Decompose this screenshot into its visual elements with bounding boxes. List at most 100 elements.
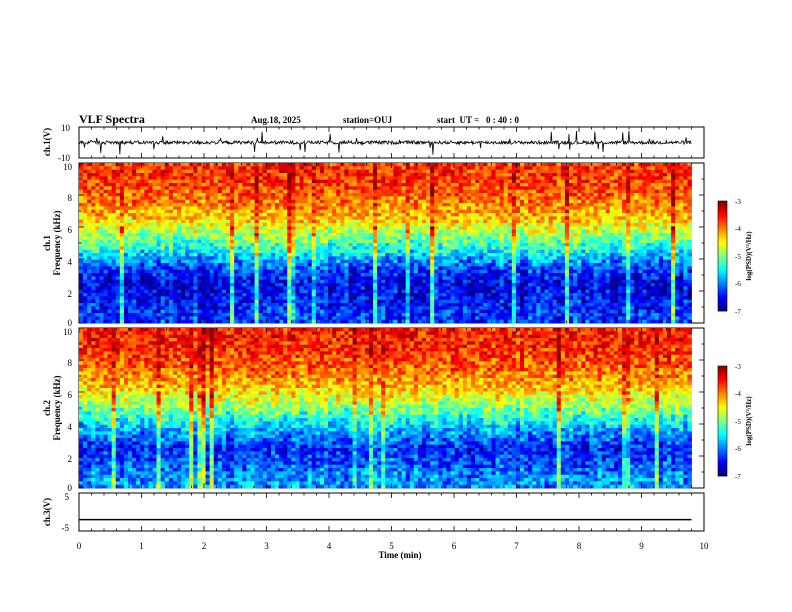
ch1-spectrogram-cell bbox=[250, 313, 255, 317]
ch1-spectrogram-cell bbox=[348, 243, 353, 247]
ch1-spectrogram-cell bbox=[221, 206, 227, 211]
ch1-spectrogram-cell bbox=[495, 276, 500, 281]
ch1-spectrogram-cell bbox=[475, 173, 480, 177]
ch1-spectrogram-cell bbox=[189, 269, 194, 274]
ch1-spectrogram-cell bbox=[364, 263, 370, 267]
ch1-spectrogram-cell bbox=[328, 189, 333, 194]
ch1-spectrogram-cell bbox=[401, 306, 407, 311]
ch1-spectrogram-cell bbox=[352, 246, 358, 251]
ch1-spectrogram-cell bbox=[111, 276, 117, 281]
ch1-spectrogram-cell bbox=[426, 293, 431, 297]
ch1-spectrogram-cell bbox=[279, 229, 284, 234]
ch1-spectrogram-cell bbox=[479, 206, 484, 211]
ch1-spectrogram-cell bbox=[409, 283, 415, 287]
ch1-spectrogram-cell bbox=[279, 189, 284, 194]
ch1-spectrogram-cell bbox=[352, 226, 358, 231]
ch1-spectrogram-cell bbox=[87, 253, 92, 257]
ch1-spectrogram-cell bbox=[111, 313, 117, 317]
ch1-spectrogram-cell bbox=[201, 223, 206, 227]
ch1-spectrogram-cell bbox=[450, 216, 456, 221]
ch1-spectrogram-cell bbox=[111, 243, 117, 247]
ch1-spectrogram-cell bbox=[221, 176, 227, 181]
ch1-spectrogram-cell bbox=[319, 203, 325, 207]
ch1-spectrogram-cell bbox=[279, 209, 284, 214]
ch1-spectrogram-cell bbox=[291, 189, 296, 194]
ch1-spectrogram-cell bbox=[405, 233, 411, 237]
ch1-spectrogram-cell bbox=[164, 163, 170, 167]
ch1-spectrogram-cell bbox=[454, 253, 460, 257]
ch1-spectrogram-cell bbox=[111, 226, 117, 231]
ch1-spectrogram-cell bbox=[238, 296, 243, 301]
ch1-spectrogram-cell bbox=[417, 303, 423, 307]
ch1-spectrogram-cell bbox=[238, 313, 243, 317]
ch1-spectrogram-cell bbox=[197, 283, 202, 287]
ch1-spectrogram-cell bbox=[307, 276, 313, 281]
ch1-spectrogram-cell bbox=[83, 223, 88, 227]
ch1-spectrogram-cell bbox=[356, 246, 362, 251]
ch1-spectrogram-cell bbox=[328, 263, 333, 267]
ch1-spectrogram-cell bbox=[168, 216, 174, 221]
ch1-spectrogram-cell bbox=[205, 263, 211, 267]
ch1-spectrogram-cell bbox=[434, 229, 439, 234]
ch1-spectrogram-cell bbox=[426, 236, 431, 241]
ch1-spectrogram-cell bbox=[426, 316, 431, 321]
ch1-spectrogram-cell bbox=[209, 276, 215, 281]
ch1-spectrogram-cell bbox=[389, 166, 394, 171]
ch1-spectrogram-cell bbox=[181, 203, 186, 207]
ch1-spectrogram-cell bbox=[275, 173, 280, 177]
ch1-spectrogram-cell bbox=[303, 239, 309, 244]
ch1-spectrogram-cell bbox=[291, 209, 296, 214]
ch1-spectrogram-cell bbox=[438, 206, 443, 211]
ch1-spectrogram-cell bbox=[385, 306, 390, 311]
ch1-spectrogram-cell bbox=[434, 263, 439, 267]
ch1-spectrogram-cell bbox=[177, 219, 182, 224]
ch1-spectrogram-cell bbox=[360, 253, 366, 257]
ch1-spectrogram-cell bbox=[270, 306, 276, 311]
ch1-spectrogram-cell bbox=[148, 239, 153, 244]
ch1-spectrogram-cell bbox=[250, 269, 255, 274]
ch1-spectrogram-cell bbox=[364, 179, 370, 184]
ch1-spectrogram-cell bbox=[324, 219, 329, 224]
ch1-spectrogram-cell bbox=[328, 196, 333, 201]
ch1-spectrogram-cell bbox=[283, 169, 288, 174]
ch1-spectrogram-cell bbox=[360, 313, 366, 317]
ch1-spectrogram-cell bbox=[234, 313, 239, 317]
ch1-spectrogram-cell bbox=[221, 189, 227, 194]
ch1-spectrogram-cell bbox=[168, 229, 174, 234]
ch1-spectrogram-cell bbox=[266, 263, 272, 267]
ch1-spectrogram-cell bbox=[458, 263, 464, 267]
ch1-spectrogram-cell bbox=[291, 276, 296, 281]
ch1-spectrogram-cell bbox=[226, 173, 231, 177]
ch1-spectrogram-cell bbox=[495, 303, 500, 307]
ch1-spectrogram-cell bbox=[205, 206, 211, 211]
ch1-spectrogram-cell bbox=[458, 173, 464, 177]
ch1-spectrogram-cell bbox=[119, 299, 125, 304]
ch1-spectrogram-cell bbox=[123, 309, 129, 314]
ch1-spectrogram-cell bbox=[291, 243, 296, 247]
ch1-spectrogram-cell bbox=[417, 176, 423, 181]
ch1-spectrogram-cell bbox=[471, 279, 476, 284]
ch1-spectrogram-cell bbox=[95, 216, 100, 221]
ch1-spectrogram-cell bbox=[103, 196, 108, 201]
ch1-spectrogram-cell bbox=[148, 186, 153, 191]
ch1-spectrogram-cell bbox=[307, 259, 313, 264]
ch1-spectrogram-cell bbox=[279, 249, 284, 254]
ch1-spectrogram-cell bbox=[328, 299, 333, 304]
ch1-spectrogram-cell bbox=[422, 226, 427, 231]
ch1-spectrogram-cell bbox=[258, 313, 264, 317]
ch1-spectrogram-cell bbox=[438, 226, 443, 231]
ch1-spectrogram-cell bbox=[442, 179, 447, 184]
ch1-spectrogram-cell bbox=[123, 189, 129, 194]
ch1-spectrogram-cell bbox=[164, 306, 170, 311]
ch1-spectrogram-cell bbox=[466, 296, 472, 301]
ch1-spectrogram-cell bbox=[446, 283, 451, 287]
ch1-spectrogram-cell bbox=[458, 193, 464, 197]
ch1-spectrogram-cell bbox=[336, 216, 341, 221]
ch1-spectrogram-cell bbox=[393, 199, 398, 204]
ch1-spectrogram-cell bbox=[217, 276, 223, 281]
ch1-spectrogram-cell bbox=[409, 289, 415, 294]
ch1-spectrogram-cell bbox=[417, 309, 423, 314]
ch1-spectrogram-cell bbox=[352, 299, 358, 304]
ch1-spectrogram-cell bbox=[303, 259, 309, 264]
ch1-spectrogram-cell bbox=[417, 229, 423, 234]
